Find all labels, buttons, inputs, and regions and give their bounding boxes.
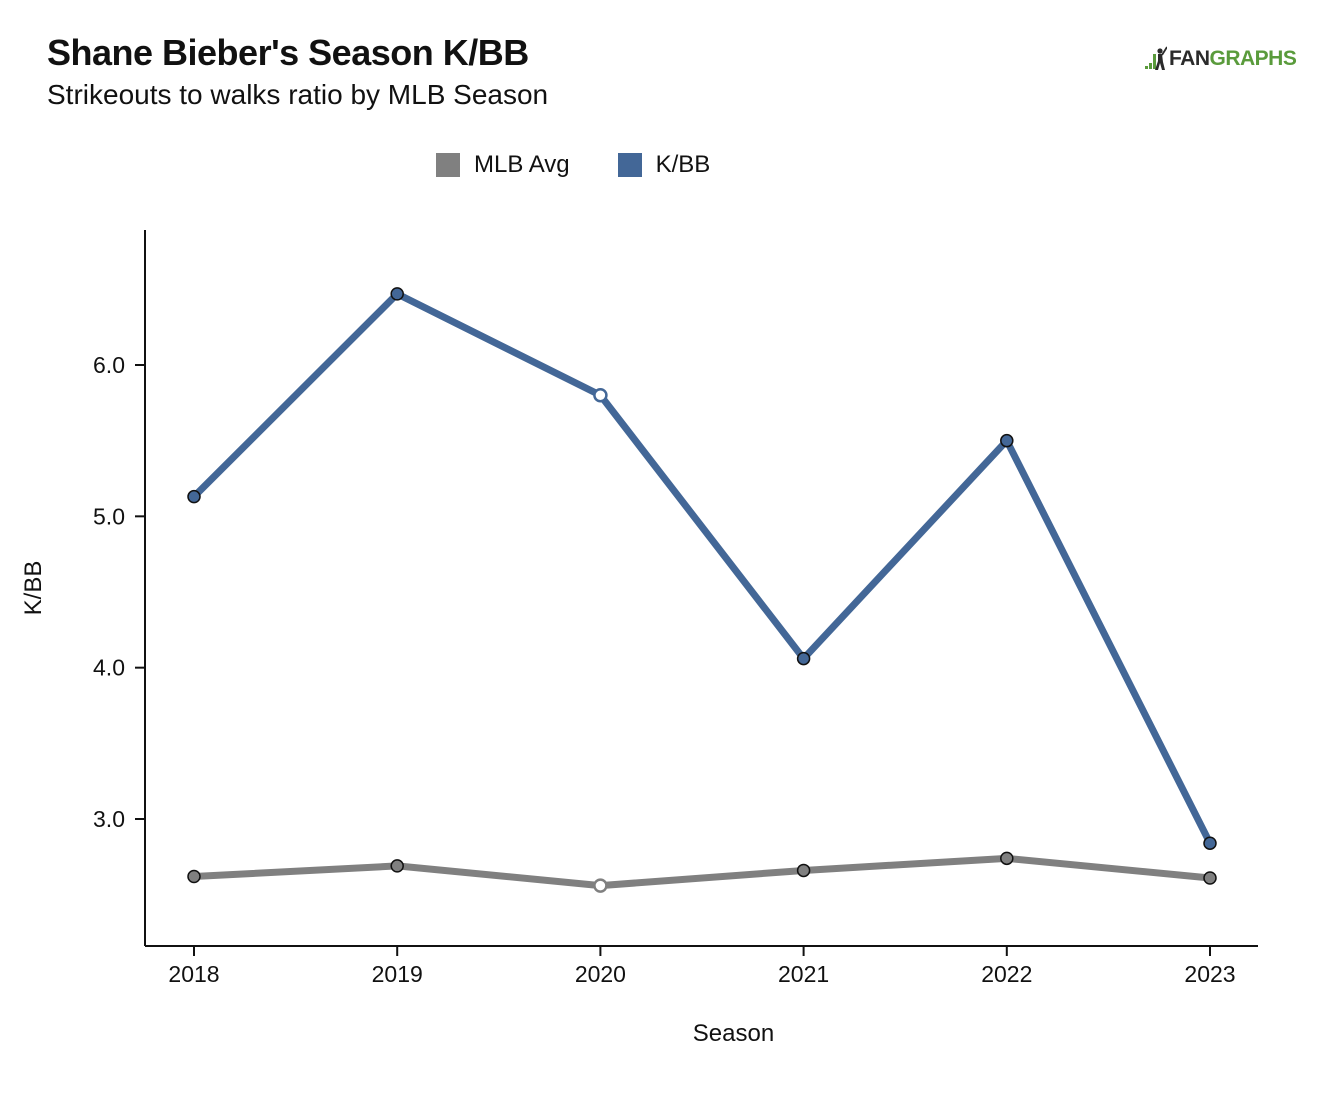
data-point-mlb-avg[interactable] — [1000, 851, 1014, 866]
x-tick-label: 2023 — [1184, 961, 1235, 987]
data-point-mlb-avg[interactable] — [593, 878, 608, 893]
data-point-mlb-avg[interactable] — [187, 869, 201, 884]
data-point-k-bb[interactable] — [1203, 836, 1217, 850]
chart-legend: MLB Avg K/BB — [436, 151, 758, 179]
legend-item-mlb-avg[interactable]: MLB Avg — [436, 151, 570, 179]
y-axis-title: K/BB — [20, 561, 47, 616]
x-tick-label: 2022 — [981, 961, 1032, 987]
x-tick-label: 2020 — [575, 961, 626, 987]
logo-text-graphs: GRAPHS — [1209, 47, 1297, 70]
data-point-mlb-avg[interactable] — [1203, 871, 1217, 885]
data-point-mlb-avg[interactable] — [796, 863, 811, 878]
legend-label-mlb-avg: MLB Avg — [474, 151, 570, 178]
series-line-k-bb — [190, 290, 1214, 847]
data-point-k-bb[interactable] — [1000, 433, 1014, 448]
x-axis-title: Season — [693, 1020, 774, 1047]
x-tick-label: 2018 — [168, 961, 219, 987]
y-tick-label: 5.0 — [93, 503, 125, 529]
data-point-k-bb[interactable] — [390, 287, 404, 301]
series-line-mlb-avg — [190, 854, 1214, 890]
data-point-k-bb[interactable] — [593, 388, 608, 403]
legend-label-kbb: K/BB — [655, 151, 711, 178]
x-tick-label: 2021 — [778, 961, 829, 987]
chart-subtitle: Strikeouts to walks ratio by MLB Season — [47, 79, 549, 110]
data-point-k-bb[interactable] — [796, 651, 811, 666]
logo-text-fan: FAN — [1169, 47, 1210, 70]
legend-item-kbb[interactable]: K/BB — [617, 151, 711, 179]
data-point-mlb-avg[interactable] — [390, 859, 404, 873]
data-point-k-bb[interactable] — [187, 489, 201, 504]
x-tick-label: 2019 — [372, 961, 423, 987]
chart-title: Shane Bieber's Season K/BB — [47, 32, 529, 73]
y-tick-label: 3.0 — [93, 806, 125, 832]
fangraphs-logo[interactable]: FAN GRAPHS — [1145, 46, 1297, 72]
legend-swatch-mlb-avg — [436, 153, 460, 177]
y-tick-label: 4.0 — [93, 655, 125, 681]
y-tick-label: 6.0 — [93, 352, 125, 378]
legend-swatch-kbb — [617, 153, 642, 177]
batter-silhouette-icon — [1145, 46, 1167, 70]
